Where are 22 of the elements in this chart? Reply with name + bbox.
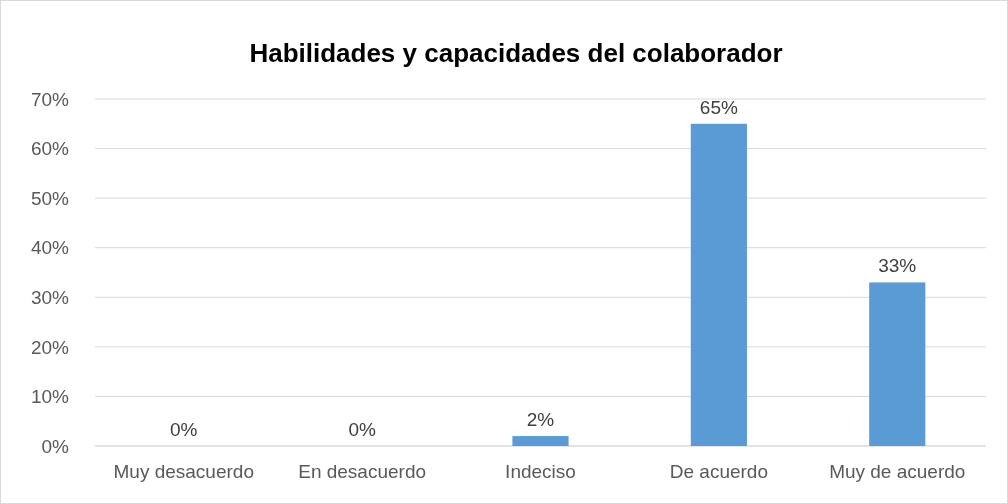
data-label: 2% — [526, 409, 555, 431]
y-tick-label: 50% — [30, 187, 70, 209]
x-tick-label: De acuerdo — [669, 461, 768, 482]
y-tick-label: 70% — [30, 88, 70, 110]
x-tick-label: Indeciso — [505, 461, 576, 482]
data-label: 33% — [878, 255, 917, 277]
data-label: 65% — [699, 96, 738, 118]
y-tick-label: 20% — [30, 336, 70, 358]
data-label: 0% — [348, 419, 376, 440]
bar — [690, 123, 747, 446]
y-tick-label: 60% — [30, 138, 70, 160]
x-tick-label: Muy desacuerdo — [113, 461, 254, 482]
y-tick-label: 10% — [30, 386, 70, 408]
y-tick-label: 40% — [30, 237, 70, 259]
y-tick-label: 30% — [30, 286, 70, 308]
data-label: 0% — [170, 419, 198, 440]
y-tick-label: 0% — [41, 435, 70, 457]
bar — [869, 282, 926, 446]
bar — [512, 436, 569, 446]
chart-title: Habilidades y capacidades del colaborador — [249, 38, 783, 68]
x-tick-label: Muy de acuerdo — [829, 461, 966, 482]
x-tick-label: En desacuerdo — [298, 461, 427, 482]
